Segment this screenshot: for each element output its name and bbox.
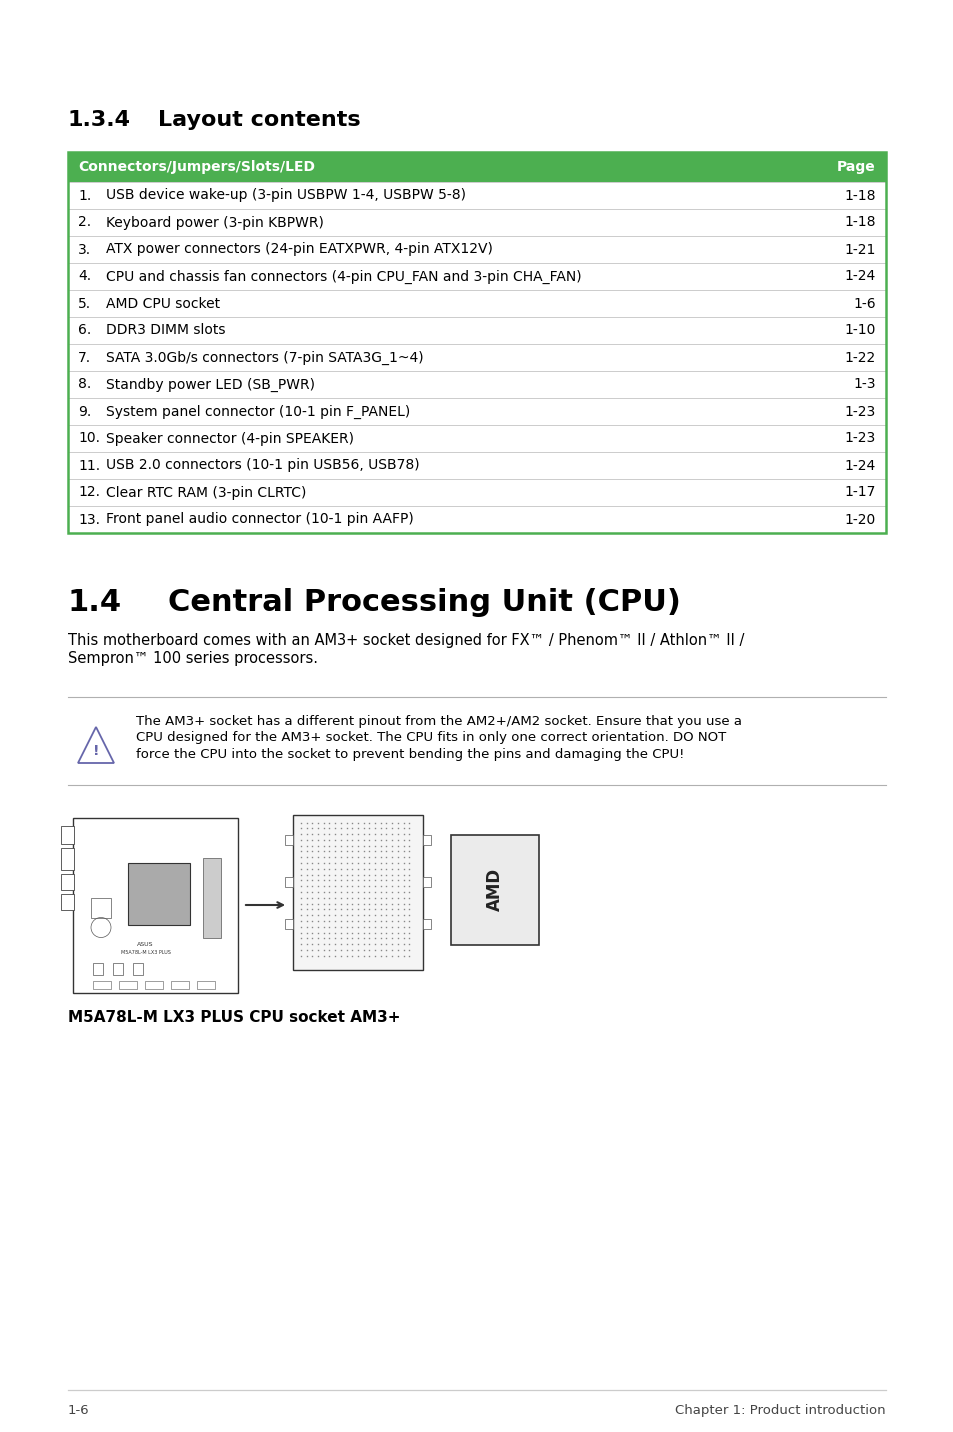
Bar <box>422 918 431 928</box>
Text: DDR3 DIMM slots: DDR3 DIMM slots <box>106 324 225 338</box>
Text: 1-18: 1-18 <box>843 215 875 229</box>
Text: M5A78L-M LX3 PLUS: M5A78L-M LX3 PLUS <box>120 951 171 955</box>
Bar <box>171 981 189 988</box>
Text: M5A78L-M LX3 PLUS CPU socket AM3+: M5A78L-M LX3 PLUS CPU socket AM3+ <box>68 1010 400 1024</box>
Text: AMD CPU socket: AMD CPU socket <box>106 296 220 311</box>
Text: Page: Page <box>837 160 875 175</box>
Text: ATX power connectors (24-pin EATXPWR, 4-pin ATX12V): ATX power connectors (24-pin EATXPWR, 4-… <box>106 242 493 256</box>
Text: 9.: 9. <box>78 404 91 418</box>
Text: This motherboard comes with an AM3+ socket designed for FX™ / Phenom™ II / Athlo: This motherboard comes with an AM3+ sock… <box>68 633 743 649</box>
Text: SATA 3.0Gb/s connectors (7-pin SATA3G_1~4): SATA 3.0Gb/s connectors (7-pin SATA3G_1~… <box>106 351 423 365</box>
Bar <box>145 981 163 988</box>
Text: 6.: 6. <box>78 324 91 338</box>
Bar <box>92 981 111 988</box>
Text: 8.: 8. <box>78 378 91 391</box>
Text: Clear RTC RAM (3-pin CLRTC): Clear RTC RAM (3-pin CLRTC) <box>106 485 306 500</box>
Text: 1-10: 1-10 <box>843 324 875 338</box>
Text: 7.: 7. <box>78 351 91 365</box>
Text: 1-22: 1-22 <box>843 351 875 365</box>
Bar <box>451 835 538 945</box>
Bar <box>61 848 74 869</box>
Bar <box>285 876 293 886</box>
Text: 3.: 3. <box>78 242 91 256</box>
Bar <box>132 962 143 975</box>
Bar <box>293 815 422 969</box>
Bar <box>61 874 74 889</box>
Text: Keyboard power (3-pin KBPWR): Keyboard power (3-pin KBPWR) <box>106 215 323 229</box>
Bar <box>73 818 237 992</box>
Text: Sempron™ 100 series processors.: Sempron™ 100 series processors. <box>68 652 317 666</box>
Text: 1-23: 1-23 <box>843 431 875 445</box>
Text: 1-6: 1-6 <box>853 296 875 311</box>
Bar <box>285 835 293 845</box>
Bar <box>61 825 74 843</box>
Text: Standby power LED (SB_PWR): Standby power LED (SB_PWR) <box>106 378 314 391</box>
Text: USB device wake-up (3-pin USBPW 1-4, USBPW 5-8): USB device wake-up (3-pin USBPW 1-4, USB… <box>106 189 465 202</box>
Text: CPU and chassis fan connectors (4-pin CPU_FAN and 3-pin CHA_FAN): CPU and chassis fan connectors (4-pin CP… <box>106 269 581 284</box>
Text: Speaker connector (4-pin SPEAKER): Speaker connector (4-pin SPEAKER) <box>106 431 354 445</box>
Text: 10.: 10. <box>78 431 100 445</box>
Text: The AM3+ socket has a different pinout from the AM2+/AM2 socket. Ensure that you: The AM3+ socket has a different pinout f… <box>136 715 741 727</box>
Bar <box>68 152 885 182</box>
Bar <box>119 981 137 988</box>
Text: force the CPU into the socket to prevent bending the pins and damaging the CPU!: force the CPU into the socket to prevent… <box>136 748 683 760</box>
Text: System panel connector (10-1 pin F_PANEL): System panel connector (10-1 pin F_PANEL… <box>106 404 410 418</box>
Text: 1-23: 1-23 <box>843 404 875 418</box>
Text: ASUS: ASUS <box>137 942 153 948</box>
Text: 1-21: 1-21 <box>843 242 875 256</box>
Bar <box>203 858 221 938</box>
Text: 1-17: 1-17 <box>843 485 875 500</box>
Text: Connectors/Jumpers/Slots/LED: Connectors/Jumpers/Slots/LED <box>78 160 314 175</box>
Bar <box>92 962 103 975</box>
Text: 1.4: 1.4 <box>68 589 122 617</box>
Text: 1-24: 1-24 <box>843 269 875 284</box>
Text: 4.: 4. <box>78 269 91 284</box>
Bar <box>68 182 885 533</box>
Text: 12.: 12. <box>78 485 100 500</box>
Text: 5.: 5. <box>78 296 91 311</box>
Text: 1-3: 1-3 <box>853 378 875 391</box>
Text: 1-18: 1-18 <box>843 189 875 202</box>
Bar <box>68 152 885 533</box>
Text: 1.: 1. <box>78 189 91 202</box>
Bar <box>112 962 123 975</box>
Text: 1.3.4: 1.3.4 <box>68 110 131 130</box>
Bar <box>422 835 431 845</box>
Text: Central Processing Unit (CPU): Central Processing Unit (CPU) <box>168 589 680 617</box>
Text: 1-24: 1-24 <box>843 458 875 473</box>
Text: 11.: 11. <box>78 458 100 473</box>
Bar <box>196 981 214 988</box>
Text: 1-6: 1-6 <box>68 1403 90 1418</box>
Text: Front panel audio connector (10-1 pin AAFP): Front panel audio connector (10-1 pin AA… <box>106 513 414 527</box>
Bar <box>128 862 190 925</box>
Text: CPU designed for the AM3+ socket. The CPU fits in only one correct orientation. : CPU designed for the AM3+ socket. The CP… <box>136 732 725 745</box>
Text: 1-20: 1-20 <box>843 513 875 527</box>
Text: AMD: AMD <box>485 868 503 911</box>
Text: USB 2.0 connectors (10-1 pin USB56, USB78): USB 2.0 connectors (10-1 pin USB56, USB7… <box>106 458 419 473</box>
Text: 2.: 2. <box>78 215 91 229</box>
Bar <box>285 918 293 928</box>
Bar <box>61 894 74 909</box>
Bar <box>91 898 111 918</box>
Text: Chapter 1: Product introduction: Chapter 1: Product introduction <box>675 1403 885 1418</box>
Text: !: ! <box>92 745 99 758</box>
Text: Layout contents: Layout contents <box>158 110 360 130</box>
Bar <box>422 876 431 886</box>
Text: 13.: 13. <box>78 513 100 527</box>
